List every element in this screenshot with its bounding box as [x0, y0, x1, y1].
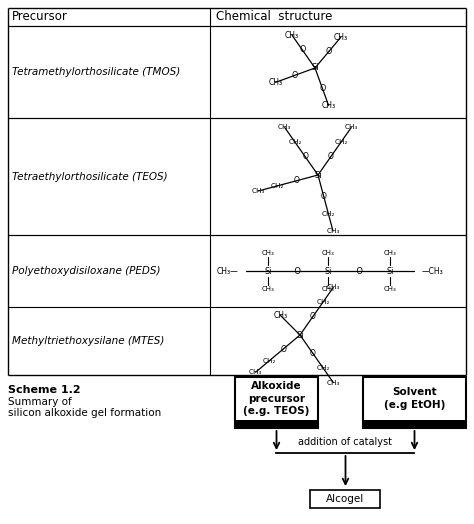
Bar [363, 420, 466, 428]
Text: CH₃: CH₃ [322, 101, 336, 110]
Text: O: O [328, 152, 334, 161]
Text: CH₃: CH₃ [285, 31, 299, 40]
Text: O: O [326, 47, 332, 56]
Text: CH₃: CH₃ [268, 78, 283, 87]
Text: CH₂: CH₂ [322, 211, 335, 216]
Text: CH₂: CH₂ [288, 139, 302, 145]
Text: Si: Si [311, 63, 319, 72]
Text: CH₃: CH₃ [273, 311, 287, 320]
Text: Solvent
(e.g EtOH): Solvent (e.g EtOH) [384, 387, 445, 410]
Text: CH₃: CH₃ [345, 125, 358, 130]
Text: O: O [302, 152, 308, 161]
Text: O: O [291, 71, 298, 80]
Bar [310, 490, 380, 508]
Text: Si: Si [314, 170, 322, 180]
Text: O: O [321, 192, 327, 201]
Text: Si: Si [324, 267, 332, 276]
Text: CH₃: CH₃ [383, 286, 396, 292]
Text: CH₃: CH₃ [322, 250, 334, 256]
Text: O: O [310, 312, 316, 322]
Bar [235, 420, 318, 428]
Text: Si: Si [264, 267, 272, 276]
Text: Scheme 1.2: Scheme 1.2 [8, 385, 81, 395]
Text: CH₃: CH₃ [327, 379, 340, 386]
Text: O: O [319, 84, 326, 93]
Text: addition of catalyst: addition of catalyst [299, 437, 392, 447]
Bar [363, 377, 466, 428]
Text: —CH₃: —CH₃ [422, 267, 444, 276]
Text: CH₃: CH₃ [262, 250, 274, 256]
Text: Chemical  structure: Chemical structure [216, 10, 332, 24]
Text: CH₂: CH₂ [334, 139, 347, 145]
Text: silicon alkoxide gel formation: silicon alkoxide gel formation [8, 408, 161, 418]
Text: CH₃: CH₃ [278, 125, 292, 130]
Text: CH₃: CH₃ [322, 286, 334, 292]
Text: O: O [280, 345, 286, 354]
Text: Alcogel: Alcogel [327, 494, 365, 504]
Text: CH₂: CH₂ [271, 183, 284, 189]
Text: CH₂: CH₂ [316, 299, 329, 305]
Text: CH₃: CH₃ [334, 33, 348, 42]
Text: CH₃—: CH₃— [216, 267, 238, 276]
Text: CH₃: CH₃ [249, 369, 262, 375]
Text: O: O [299, 46, 306, 54]
Text: Polyethoxydisiloxane (PEDS): Polyethoxydisiloxane (PEDS) [12, 266, 161, 276]
Text: Si: Si [386, 267, 394, 276]
Text: CH₃: CH₃ [251, 188, 265, 194]
Bar [235, 377, 318, 428]
Text: Tetramethylorthosilicate (TMOS): Tetramethylorthosilicate (TMOS) [12, 67, 180, 77]
Text: CH₂: CH₂ [316, 365, 329, 371]
Text: Precursor: Precursor [12, 10, 68, 24]
Text: O: O [294, 176, 300, 185]
Text: O: O [310, 348, 316, 357]
Text: Alkoxide
precursor
(e.g. TEOS): Alkoxide precursor (e.g. TEOS) [243, 381, 310, 416]
Text: CH₃: CH₃ [327, 285, 340, 290]
Text: Summary of: Summary of [8, 397, 72, 407]
Text: —O—: —O— [348, 267, 372, 276]
Text: CH₂: CH₂ [263, 358, 276, 364]
Text: —O—: —O— [286, 267, 310, 276]
Text: CH₃: CH₃ [262, 286, 274, 292]
Text: Methyltriethoxysilane (MTES): Methyltriethoxysilane (MTES) [12, 336, 164, 346]
Text: CH₃: CH₃ [326, 228, 340, 234]
Text: Tetraethylorthosilicate (TEOS): Tetraethylorthosilicate (TEOS) [12, 171, 168, 181]
Text: CH₃: CH₃ [383, 250, 396, 256]
Text: Si: Si [296, 331, 304, 340]
